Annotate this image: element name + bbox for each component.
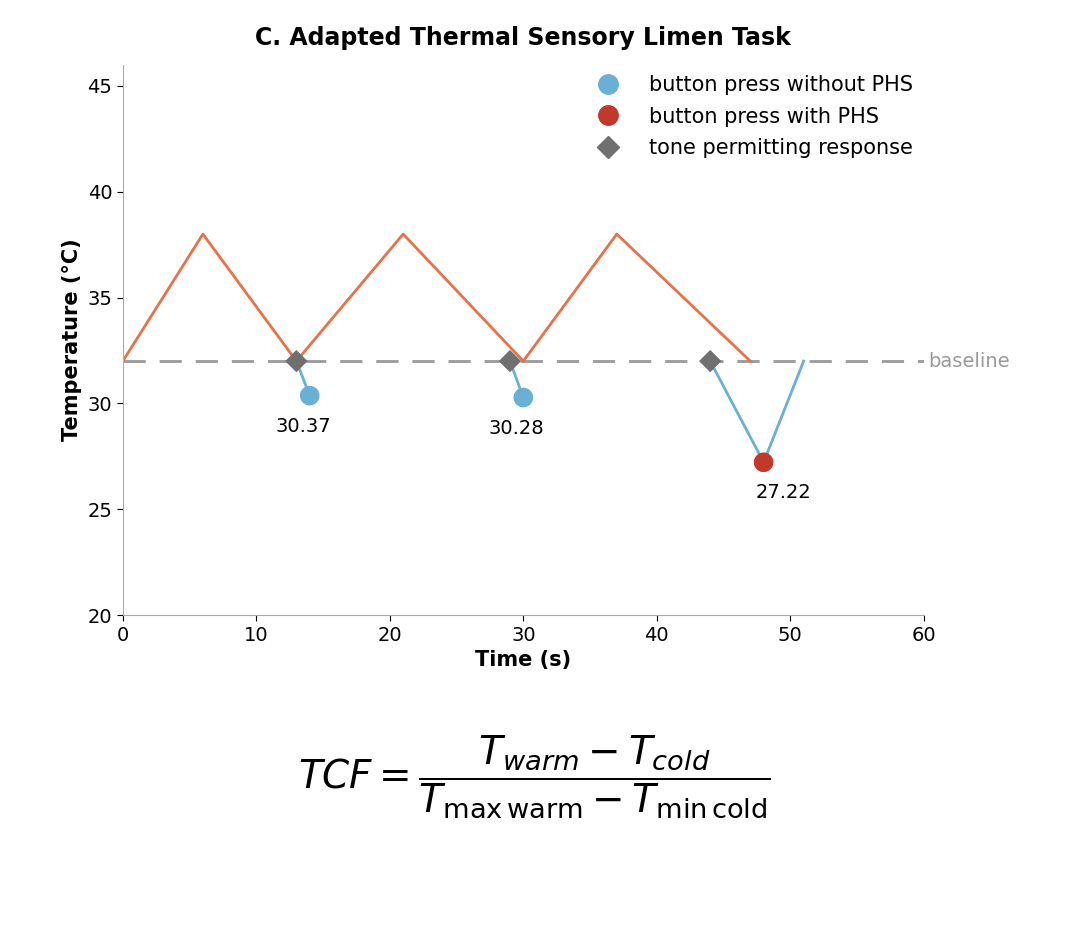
Y-axis label: Temperature (°C): Temperature (°C)	[62, 239, 82, 441]
Point	[501, 353, 518, 368]
Text: 27.22: 27.22	[756, 484, 812, 502]
Legend: button press without PHS, button press with PHS, tone permitting response: button press without PHS, button press w…	[587, 75, 913, 158]
Point	[301, 388, 318, 403]
Title: C. Adapted Thermal Sensory Limen Task: C. Adapted Thermal Sensory Limen Task	[255, 26, 791, 50]
Point	[755, 455, 772, 470]
Point	[515, 390, 532, 405]
Text: baseline: baseline	[928, 352, 1009, 371]
Text: 30.28: 30.28	[489, 419, 545, 438]
Text: $\mathit{TCF} = \dfrac{\mathit{T}_{warm} - \mathit{T}_{cold}}{\mathit{T}_{\mathr: $\mathit{TCF} = \dfrac{\mathit{T}_{warm}…	[298, 734, 770, 820]
Text: 30.37: 30.37	[276, 417, 331, 436]
X-axis label: Time (s): Time (s)	[475, 650, 571, 670]
Point	[702, 353, 719, 368]
Point	[288, 353, 305, 368]
